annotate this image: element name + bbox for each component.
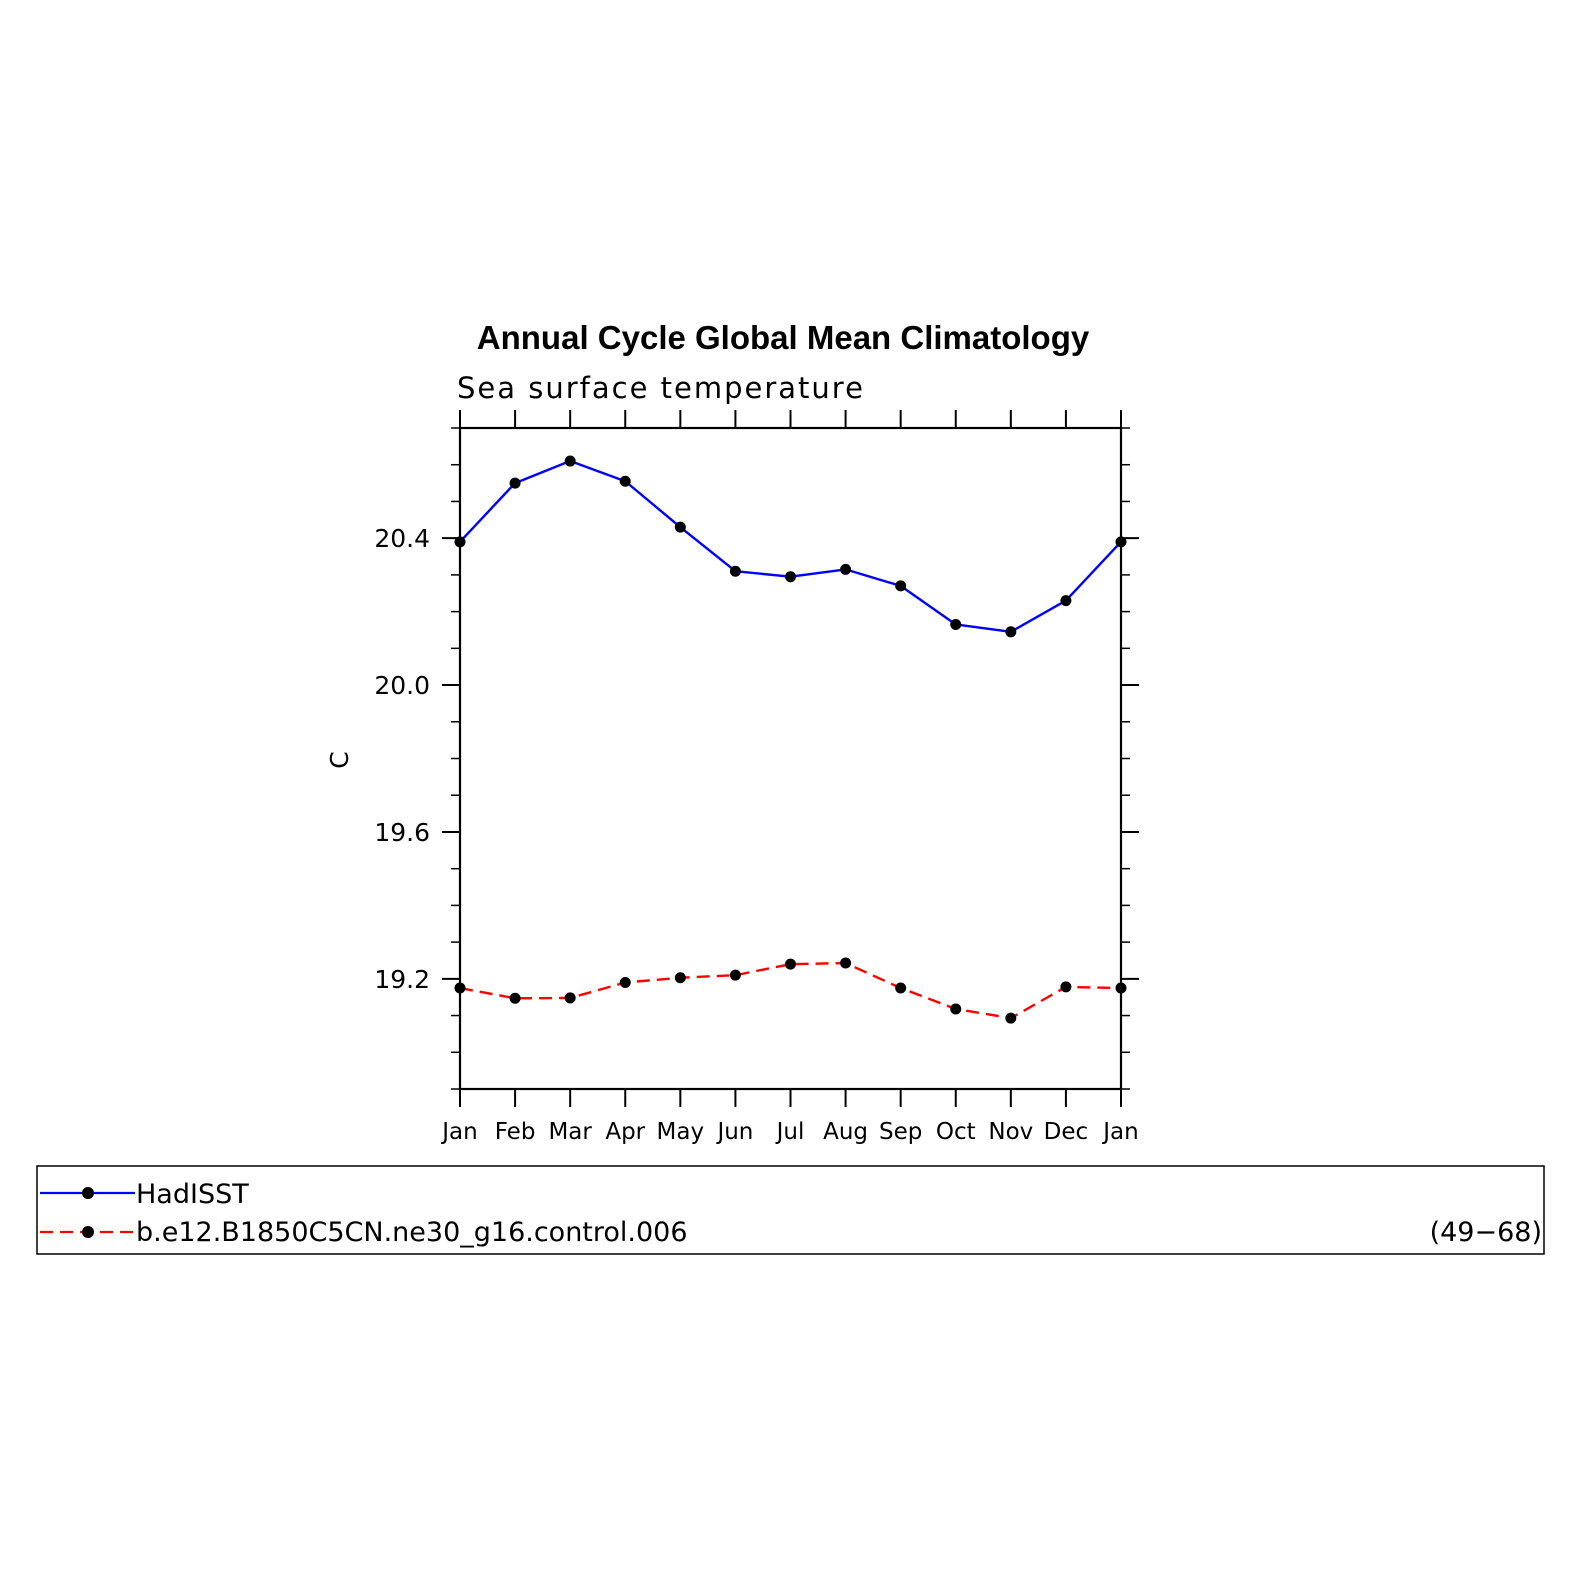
- chart-subtitle: Sea surface temperature: [457, 371, 865, 405]
- legend-label-hadisst: HadISST: [136, 1179, 249, 1210]
- x-tick-label: Nov: [988, 1119, 1033, 1145]
- x-tick-label: Sep: [879, 1119, 922, 1145]
- legend-marker-model: [82, 1226, 94, 1238]
- x-tick-label: Jan: [440, 1119, 477, 1145]
- y-axis-label: C: [325, 751, 354, 768]
- series-1-point: [729, 969, 741, 981]
- legend-years-label: (49−68): [1430, 1217, 1542, 1248]
- chart-title: Annual Cycle Global Mean Climatology: [477, 319, 1090, 356]
- series-0-point: [950, 618, 962, 630]
- x-tick-label: May: [657, 1119, 705, 1145]
- y-tick-label: 20.4: [374, 524, 430, 553]
- series-0-point: [674, 521, 686, 533]
- series-line-1: [459, 961, 1122, 1020]
- x-tick-label: Oct: [936, 1119, 976, 1145]
- series-1-point: [840, 957, 852, 969]
- series-1-point: [1005, 1012, 1017, 1024]
- series-0-point: [895, 580, 907, 592]
- x-tick-label: Jun: [715, 1119, 753, 1145]
- x-tick-label: Apr: [605, 1119, 645, 1145]
- series-line-0: [459, 459, 1122, 634]
- axes-layer: [442, 410, 1139, 1107]
- series-1-point: [785, 958, 796, 970]
- legend-box: [36, 1165, 1545, 1255]
- x-tick-label: Dec: [1044, 1119, 1089, 1145]
- x-tick-label: Feb: [495, 1119, 536, 1145]
- y-tick-label: 19.2: [374, 965, 430, 994]
- series-1-point: [564, 992, 576, 1004]
- series-0-point: [840, 563, 852, 575]
- series-0-point: [729, 565, 741, 577]
- y-tick-label: 19.6: [374, 818, 430, 847]
- series-0-point: [564, 455, 576, 467]
- series-1-point: [895, 982, 907, 994]
- legend-marker-hadisst: [82, 1187, 94, 1199]
- series-layer: [454, 455, 1127, 1024]
- y-tick-label: 20.0: [374, 671, 430, 700]
- series-0-point: [1060, 595, 1072, 607]
- series-1-point: [1115, 982, 1127, 994]
- x-tick-label: Jan: [1101, 1119, 1138, 1145]
- x-tick-label: Aug: [823, 1119, 868, 1145]
- series-1-point: [1060, 981, 1072, 993]
- series-0-point: [785, 571, 796, 583]
- series-0-point: [454, 536, 466, 548]
- legend-label-model: b.e12.B1850C5CN.ne30_g16.control.006: [136, 1217, 688, 1248]
- series-1-point: [509, 992, 521, 1004]
- legend: HadISST b.e12.B1850C5CN.ne30_g16.control…: [36, 1165, 1545, 1255]
- series-1-point: [619, 977, 631, 989]
- x-tick-label: Mar: [548, 1119, 592, 1145]
- series-1-point: [454, 982, 466, 994]
- series-1-point: [674, 972, 686, 984]
- series-0-point: [619, 475, 631, 487]
- series-0-point: [1005, 626, 1017, 638]
- series-1-point: [950, 1003, 962, 1015]
- series-0-point: [1115, 536, 1127, 548]
- series-0-point: [509, 477, 521, 489]
- tick-labels: Jan Feb Mar Apr May Jun Jul Aug Sep Oct Nov Dec Jan 1…: [374, 524, 1138, 1145]
- plot-frame: [458, 426, 1123, 1091]
- x-tick-label: Jul: [775, 1119, 805, 1145]
